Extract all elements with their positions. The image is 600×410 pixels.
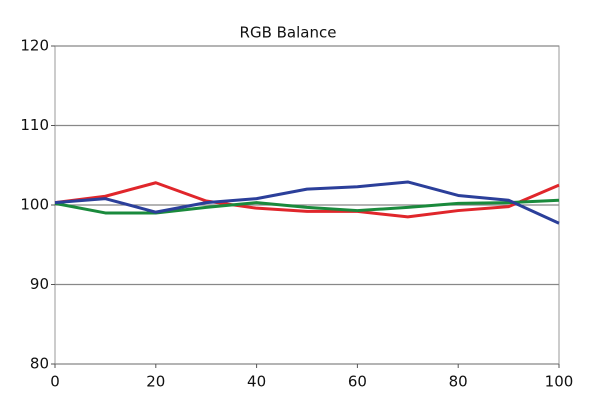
y-tick-label: 100 bbox=[20, 196, 49, 214]
series-line bbox=[54, 198, 560, 215]
y-tick-label: 120 bbox=[20, 37, 49, 55]
x-tick-label: 60 bbox=[348, 373, 367, 391]
series-line bbox=[54, 181, 560, 219]
chart-title: RGB Balance bbox=[240, 24, 337, 42]
x-tick-label: 80 bbox=[449, 373, 468, 391]
y-tick-label: 90 bbox=[30, 275, 49, 293]
y-tick-label: 80 bbox=[30, 355, 49, 373]
x-tick-label: 100 bbox=[545, 373, 574, 391]
x-tick-label: 20 bbox=[146, 373, 165, 391]
y-tick-label: 110 bbox=[20, 116, 49, 134]
x-tick-label: 40 bbox=[247, 373, 266, 391]
x-tick-label: 0 bbox=[50, 373, 60, 391]
series-line bbox=[54, 180, 560, 225]
